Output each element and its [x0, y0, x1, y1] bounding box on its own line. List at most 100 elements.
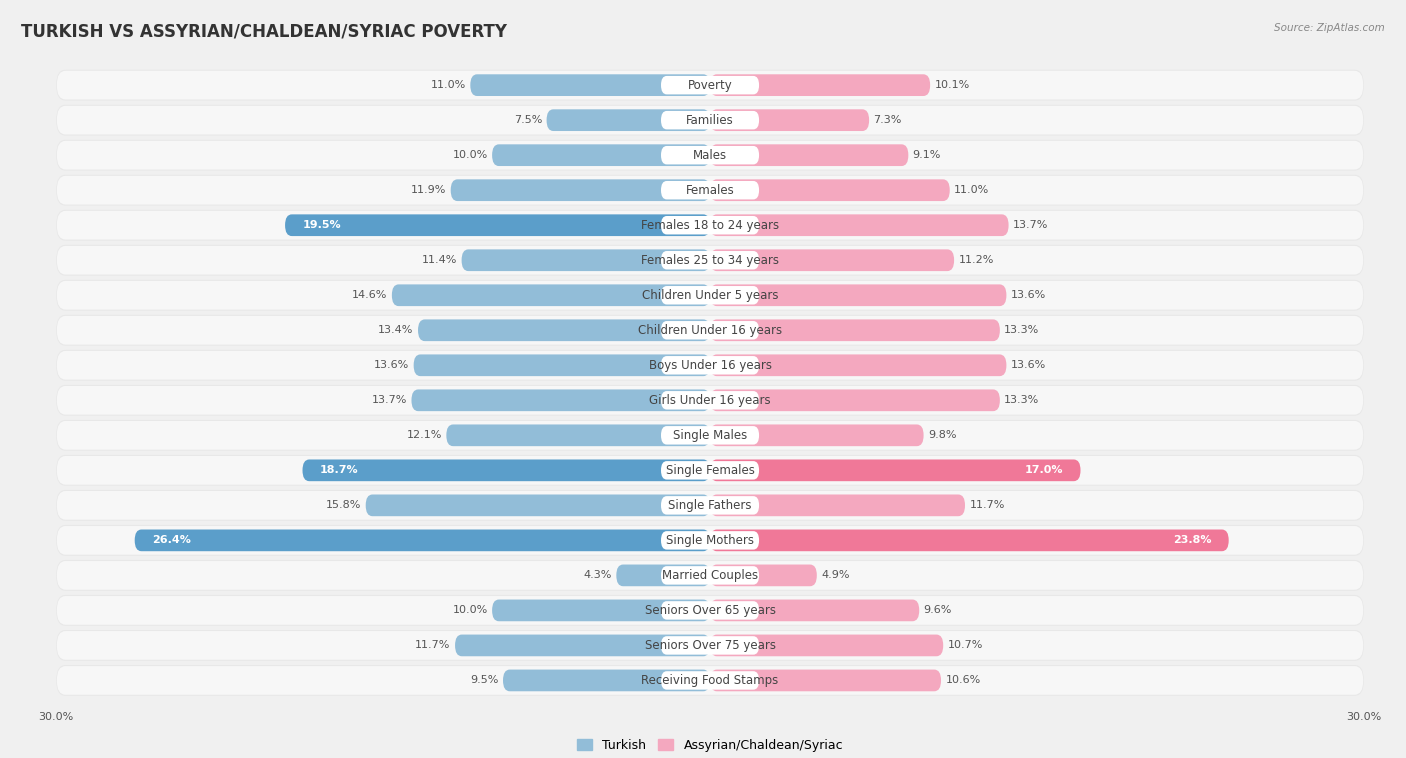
FancyBboxPatch shape [56, 315, 1364, 346]
FancyBboxPatch shape [56, 176, 1364, 205]
Text: 13.3%: 13.3% [1004, 325, 1039, 335]
FancyBboxPatch shape [661, 426, 759, 444]
FancyBboxPatch shape [56, 526, 1364, 555]
Text: 13.6%: 13.6% [1011, 290, 1046, 300]
FancyBboxPatch shape [710, 424, 924, 446]
Text: 11.0%: 11.0% [955, 185, 990, 196]
Text: 11.9%: 11.9% [411, 185, 446, 196]
Text: 9.5%: 9.5% [470, 675, 499, 685]
FancyBboxPatch shape [366, 494, 710, 516]
Text: 17.0%: 17.0% [1025, 465, 1063, 475]
FancyBboxPatch shape [661, 566, 759, 584]
FancyBboxPatch shape [56, 210, 1364, 240]
Text: TURKISH VS ASSYRIAN/CHALDEAN/SYRIAC POVERTY: TURKISH VS ASSYRIAN/CHALDEAN/SYRIAC POVE… [21, 23, 508, 41]
FancyBboxPatch shape [56, 246, 1364, 274]
FancyBboxPatch shape [661, 671, 759, 690]
FancyBboxPatch shape [710, 74, 931, 96]
FancyBboxPatch shape [661, 251, 759, 269]
Text: Boys Under 16 years: Boys Under 16 years [648, 359, 772, 371]
Text: 9.6%: 9.6% [924, 606, 952, 615]
Text: Single Mothers: Single Mothers [666, 534, 754, 547]
Text: Source: ZipAtlas.com: Source: ZipAtlas.com [1274, 23, 1385, 33]
Text: 11.7%: 11.7% [969, 500, 1005, 510]
FancyBboxPatch shape [413, 355, 710, 376]
FancyBboxPatch shape [56, 386, 1364, 415]
Text: Families: Families [686, 114, 734, 127]
FancyBboxPatch shape [456, 634, 710, 656]
FancyBboxPatch shape [56, 105, 1364, 136]
Text: 13.6%: 13.6% [1011, 360, 1046, 370]
FancyBboxPatch shape [56, 139, 1364, 171]
FancyBboxPatch shape [710, 109, 869, 131]
Text: Receiving Food Stamps: Receiving Food Stamps [641, 674, 779, 687]
Text: Girls Under 16 years: Girls Under 16 years [650, 394, 770, 407]
FancyBboxPatch shape [661, 531, 759, 550]
FancyBboxPatch shape [56, 70, 1364, 99]
FancyBboxPatch shape [451, 180, 710, 201]
Text: 7.5%: 7.5% [513, 115, 543, 125]
Text: 10.0%: 10.0% [453, 150, 488, 160]
Text: Children Under 16 years: Children Under 16 years [638, 324, 782, 337]
Text: Seniors Over 65 years: Seniors Over 65 years [644, 604, 776, 617]
Text: 11.4%: 11.4% [422, 255, 457, 265]
FancyBboxPatch shape [661, 216, 759, 234]
Text: 13.4%: 13.4% [378, 325, 413, 335]
Text: 14.6%: 14.6% [352, 290, 388, 300]
FancyBboxPatch shape [56, 665, 1364, 696]
FancyBboxPatch shape [710, 530, 1229, 551]
FancyBboxPatch shape [661, 286, 759, 305]
Text: 9.8%: 9.8% [928, 431, 956, 440]
FancyBboxPatch shape [710, 355, 1007, 376]
FancyBboxPatch shape [56, 560, 1364, 590]
Text: 10.0%: 10.0% [453, 606, 488, 615]
FancyBboxPatch shape [392, 284, 710, 306]
FancyBboxPatch shape [56, 631, 1364, 659]
FancyBboxPatch shape [661, 76, 759, 95]
Text: Males: Males [693, 149, 727, 161]
FancyBboxPatch shape [412, 390, 710, 411]
FancyBboxPatch shape [446, 424, 710, 446]
FancyBboxPatch shape [56, 351, 1364, 380]
FancyBboxPatch shape [503, 669, 710, 691]
Text: 11.7%: 11.7% [415, 641, 451, 650]
Text: Married Couples: Married Couples [662, 569, 758, 582]
FancyBboxPatch shape [492, 600, 710, 622]
FancyBboxPatch shape [661, 601, 759, 619]
FancyBboxPatch shape [661, 461, 759, 480]
FancyBboxPatch shape [661, 146, 759, 164]
FancyBboxPatch shape [56, 106, 1364, 134]
Text: 23.8%: 23.8% [1173, 535, 1212, 545]
Text: Single Females: Single Females [665, 464, 755, 477]
Text: 11.2%: 11.2% [959, 255, 994, 265]
Legend: Turkish, Assyrian/Chaldean/Syriac: Turkish, Assyrian/Chaldean/Syriac [572, 734, 848, 756]
FancyBboxPatch shape [56, 630, 1364, 661]
FancyBboxPatch shape [56, 421, 1364, 449]
FancyBboxPatch shape [710, 565, 817, 586]
FancyBboxPatch shape [470, 74, 710, 96]
Text: 10.7%: 10.7% [948, 641, 983, 650]
FancyBboxPatch shape [710, 144, 908, 166]
FancyBboxPatch shape [661, 391, 759, 409]
FancyBboxPatch shape [302, 459, 710, 481]
Text: Single Males: Single Males [673, 429, 747, 442]
FancyBboxPatch shape [56, 316, 1364, 345]
Text: Poverty: Poverty [688, 79, 733, 92]
FancyBboxPatch shape [56, 561, 1364, 590]
FancyBboxPatch shape [56, 350, 1364, 381]
Text: 10.6%: 10.6% [945, 675, 980, 685]
FancyBboxPatch shape [56, 666, 1364, 695]
FancyBboxPatch shape [547, 109, 710, 131]
FancyBboxPatch shape [56, 211, 1364, 240]
Text: 12.1%: 12.1% [406, 431, 441, 440]
FancyBboxPatch shape [56, 491, 1364, 520]
FancyBboxPatch shape [710, 669, 941, 691]
Text: 4.9%: 4.9% [821, 570, 849, 581]
FancyBboxPatch shape [661, 111, 759, 130]
FancyBboxPatch shape [661, 181, 759, 199]
Text: Children Under 5 years: Children Under 5 years [641, 289, 779, 302]
FancyBboxPatch shape [710, 284, 1007, 306]
Text: Females: Females [686, 183, 734, 196]
Text: 4.3%: 4.3% [583, 570, 612, 581]
FancyBboxPatch shape [710, 249, 955, 271]
Text: Females 18 to 24 years: Females 18 to 24 years [641, 219, 779, 232]
